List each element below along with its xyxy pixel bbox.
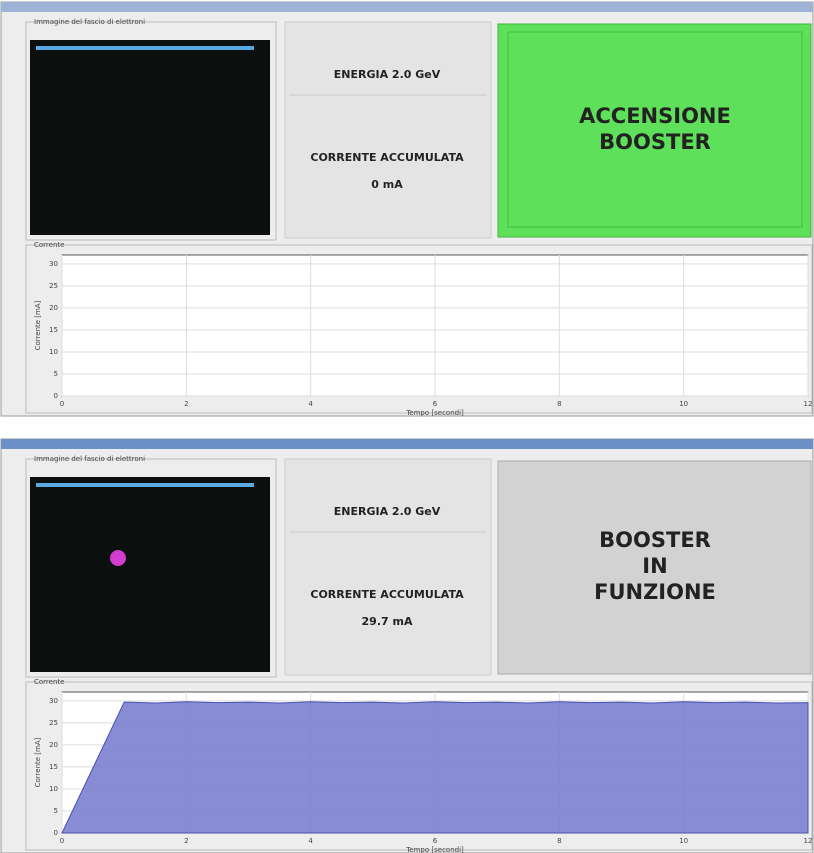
y-tick-label: 15 [49, 763, 58, 771]
x-tick-label: 0 [60, 400, 64, 408]
group-label: Immagine del fascio di elettroni [34, 455, 145, 463]
y-tick-label: 25 [49, 719, 58, 727]
y-tick-label: 10 [49, 785, 58, 793]
y-tick-label: 30 [49, 260, 58, 268]
y-axis-label: Corrente [mA] [34, 737, 42, 787]
x-tick-label: 8 [557, 400, 561, 408]
x-tick-label: 12 [804, 837, 813, 845]
image-bar [36, 46, 254, 50]
energy-label: ENERGIA 2.0 GeV [334, 505, 441, 518]
current-area [62, 702, 808, 833]
button-text: BOOSTER [599, 130, 711, 154]
y-tick-label: 5 [54, 370, 58, 378]
x-tick-label: 8 [557, 837, 561, 845]
y-tick-label: 0 [54, 829, 58, 837]
y-tick-label: 25 [49, 282, 58, 290]
beam-image [30, 477, 270, 672]
x-tick-label: 6 [433, 837, 438, 845]
window: Immagine del fascio di elettroni ENERGIA … [1, 2, 813, 417]
x-axis-label: Tempo [secondi] [405, 846, 464, 853]
x-tick-label: 12 [804, 400, 813, 408]
button-text: BOOSTER [599, 528, 711, 552]
y-tick-label: 15 [49, 326, 58, 334]
button-text: ACCENSIONE [579, 104, 731, 128]
y-tick-label: 10 [49, 348, 58, 356]
x-tick-label: 2 [184, 400, 188, 408]
group-label: Corrente [34, 241, 64, 249]
group-label: Immagine del fascio di elettroni [34, 18, 145, 26]
y-tick-label: 20 [49, 304, 58, 312]
info-panel [285, 459, 491, 675]
current-label: CORRENTE ACCUMULATA [310, 588, 464, 601]
info-panel [285, 22, 491, 238]
x-tick-label: 4 [308, 400, 313, 408]
current-label: CORRENTE ACCUMULATA [310, 151, 464, 164]
y-tick-label: 5 [54, 807, 58, 815]
beam-image [30, 40, 270, 235]
x-tick-label: 2 [184, 837, 188, 845]
button-text: FUNZIONE [594, 580, 716, 604]
y-tick-label: 30 [49, 697, 58, 705]
title-bar [1, 2, 813, 12]
button-text: IN [642, 554, 667, 578]
y-axis-label: Corrente [mA] [34, 300, 42, 350]
group-label: Corrente [34, 678, 64, 686]
energy-label: ENERGIA 2.0 GeV [334, 68, 441, 81]
current-value: 0 mA [371, 178, 403, 191]
image-bar [36, 483, 254, 487]
x-tick-label: 6 [433, 400, 438, 408]
y-tick-label: 20 [49, 741, 58, 749]
x-tick-label: 10 [679, 400, 688, 408]
x-tick-label: 4 [308, 837, 313, 845]
x-tick-label: 10 [679, 837, 688, 845]
title-bar [1, 439, 813, 449]
y-tick-label: 0 [54, 392, 58, 400]
x-tick-label: 0 [60, 837, 64, 845]
current-value: 29.7 mA [362, 615, 413, 628]
screen: Immagine del fascio di elettroni ENERGIA … [0, 0, 814, 853]
x-axis-label: Tempo [secondi] [405, 409, 464, 417]
beam-spot [110, 550, 126, 566]
window: Immagine del fascio di elettroni ENERGIA … [1, 439, 813, 853]
